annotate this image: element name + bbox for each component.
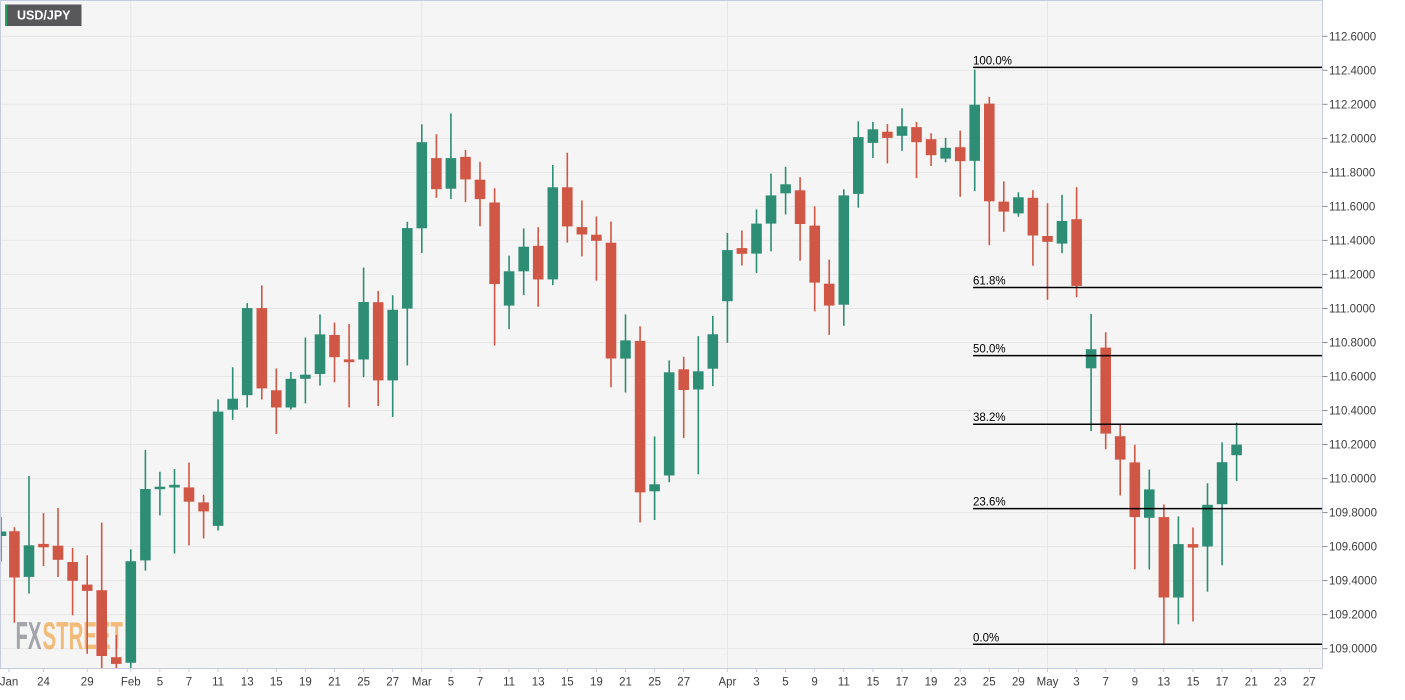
svg-text:3: 3 (753, 677, 759, 689)
svg-text:13: 13 (532, 677, 545, 689)
svg-text:15: 15 (561, 677, 574, 689)
svg-text:27: 27 (386, 677, 399, 689)
svg-text:USD/JPY: USD/JPY (17, 9, 71, 23)
svg-text:7: 7 (477, 677, 483, 689)
svg-text:50.0%: 50.0% (973, 344, 1006, 356)
svg-text:29: 29 (81, 677, 94, 689)
svg-text:STREET: STREET (43, 615, 124, 658)
svg-text:27: 27 (1303, 677, 1316, 689)
svg-text:3: 3 (1073, 677, 1079, 689)
svg-text:109.6000: 109.6000 (1329, 542, 1377, 554)
svg-text:109.8000: 109.8000 (1329, 508, 1377, 520)
svg-text:11: 11 (212, 677, 224, 689)
svg-text:15: 15 (867, 677, 880, 689)
svg-text:11: 11 (503, 677, 515, 689)
svg-text:109.2000: 109.2000 (1329, 610, 1377, 622)
svg-text:9: 9 (811, 677, 817, 689)
svg-text:21: 21 (1245, 677, 1258, 689)
svg-text:Jan: Jan (0, 677, 18, 689)
svg-text:21: 21 (328, 677, 341, 689)
svg-text:19: 19 (299, 677, 312, 689)
svg-text:27: 27 (677, 677, 690, 689)
svg-text:Mar: Mar (412, 677, 432, 689)
svg-text:29: 29 (1012, 677, 1025, 689)
svg-text:38.2%: 38.2% (973, 412, 1006, 424)
svg-text:111.2000: 111.2000 (1329, 269, 1375, 281)
svg-text:13: 13 (1157, 677, 1170, 689)
svg-text:FX: FX (16, 615, 42, 658)
svg-text:May: May (1037, 677, 1059, 689)
svg-text:9: 9 (1132, 677, 1138, 689)
svg-text:61.8%: 61.8% (973, 276, 1006, 288)
svg-text:15: 15 (1187, 677, 1200, 689)
svg-text:111.0000: 111.0000 (1329, 304, 1375, 316)
svg-text:110.2000: 110.2000 (1329, 440, 1376, 452)
svg-text:23.6%: 23.6% (973, 497, 1006, 509)
svg-text:110.6000: 110.6000 (1329, 372, 1376, 384)
svg-text:112.6000: 112.6000 (1329, 31, 1376, 43)
svg-text:25: 25 (648, 677, 661, 689)
svg-text:24: 24 (37, 677, 50, 689)
svg-text:111.8000: 111.8000 (1329, 167, 1375, 179)
svg-text:7: 7 (1102, 677, 1108, 689)
svg-text:112.4000: 112.4000 (1329, 65, 1376, 77)
svg-text:109.4000: 109.4000 (1329, 576, 1377, 588)
svg-text:7: 7 (186, 677, 192, 689)
svg-text:25: 25 (983, 677, 996, 689)
svg-text:25: 25 (357, 677, 370, 689)
svg-text:19: 19 (925, 677, 938, 689)
svg-text:13: 13 (241, 677, 254, 689)
svg-text:110.0000: 110.0000 (1329, 474, 1376, 486)
svg-text:5: 5 (448, 677, 454, 689)
svg-text:11: 11 (838, 677, 850, 689)
svg-text:21: 21 (619, 677, 632, 689)
svg-text:19: 19 (590, 677, 603, 689)
svg-text:17: 17 (1216, 677, 1229, 689)
svg-text:112.0000: 112.0000 (1329, 133, 1376, 145)
svg-text:110.4000: 110.4000 (1329, 406, 1376, 418)
svg-text:0.0%: 0.0% (973, 632, 999, 644)
svg-text:109.0000: 109.0000 (1329, 644, 1377, 656)
svg-text:112.2000: 112.2000 (1329, 99, 1376, 111)
svg-text:111.6000: 111.6000 (1329, 201, 1375, 213)
svg-text:111.4000: 111.4000 (1329, 235, 1375, 247)
svg-text:5: 5 (782, 677, 788, 689)
svg-text:100.0%: 100.0% (973, 55, 1012, 67)
svg-text:Apr: Apr (718, 677, 736, 689)
svg-text:Feb: Feb (121, 677, 141, 689)
svg-text:15: 15 (270, 677, 283, 689)
svg-text:110.8000: 110.8000 (1329, 338, 1376, 350)
svg-text:17: 17 (896, 677, 909, 689)
svg-text:23: 23 (1274, 677, 1287, 689)
svg-text:5: 5 (157, 677, 163, 689)
svg-text:23: 23 (954, 677, 967, 689)
